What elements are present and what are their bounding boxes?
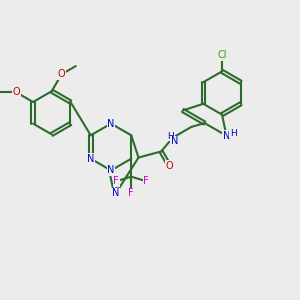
Text: N: N xyxy=(107,165,115,176)
Text: F: F xyxy=(128,188,134,198)
Text: H: H xyxy=(167,132,174,141)
Text: O: O xyxy=(166,161,173,171)
Text: F: F xyxy=(113,176,119,186)
Text: N: N xyxy=(171,136,178,146)
Text: O: O xyxy=(12,87,20,97)
Text: N: N xyxy=(112,188,120,198)
Text: O: O xyxy=(58,69,65,79)
Text: Cl: Cl xyxy=(217,50,227,60)
Text: F: F xyxy=(143,176,149,186)
Text: H: H xyxy=(230,129,236,138)
Text: N: N xyxy=(223,131,230,141)
Text: N: N xyxy=(87,154,94,164)
Text: N: N xyxy=(107,118,115,129)
